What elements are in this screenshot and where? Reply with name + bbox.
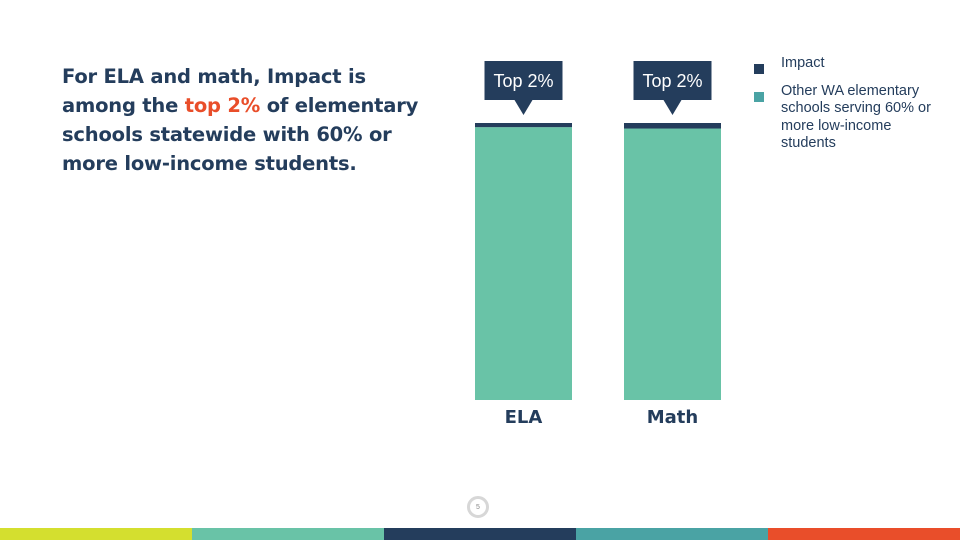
category-label-ela: ELA	[505, 407, 543, 428]
headline-text: For ELA and math, Impact is among the	[62, 65, 366, 117]
footer-segment	[576, 528, 768, 540]
category-label-math: Math	[647, 407, 698, 428]
callout-box	[484, 61, 563, 115]
legend-label-other: Other WA elementary schools serving 60% …	[781, 82, 931, 152]
callout-ela: Top 2%	[484, 61, 563, 115]
bar-impact-ela	[475, 123, 572, 128]
bar-other-math	[624, 128, 721, 401]
headline: For ELA and math, Impact is among the to…	[62, 62, 442, 178]
callout-math: Top 2%	[633, 61, 712, 115]
legend-item-other: Other WA elementary schools serving 60% …	[754, 83, 944, 153]
legend-item-impact: Impact	[754, 55, 944, 74]
bar-impact-math	[624, 123, 721, 129]
legend-label-impact: Impact	[781, 55, 825, 71]
bar-other-ela	[475, 127, 572, 400]
legend-swatch-other	[754, 91, 764, 102]
footer-segment	[192, 528, 384, 540]
chart-legend: Impact Other WA elementary schools servi…	[754, 55, 944, 163]
callout-box	[633, 61, 712, 115]
footer-color-bar	[0, 528, 960, 540]
footer-segment	[768, 528, 960, 540]
page-number: 5	[467, 496, 489, 518]
callout-label: Top 2%	[493, 71, 553, 91]
headline-highlight: top 2%	[184, 94, 261, 117]
headline-text-end: of elementary schools statewide with 60%…	[62, 94, 419, 175]
footer-segment	[384, 528, 576, 540]
legend-swatch-impact	[754, 64, 764, 74]
callout-label: Top 2%	[642, 71, 702, 91]
footer-segment	[0, 528, 192, 540]
